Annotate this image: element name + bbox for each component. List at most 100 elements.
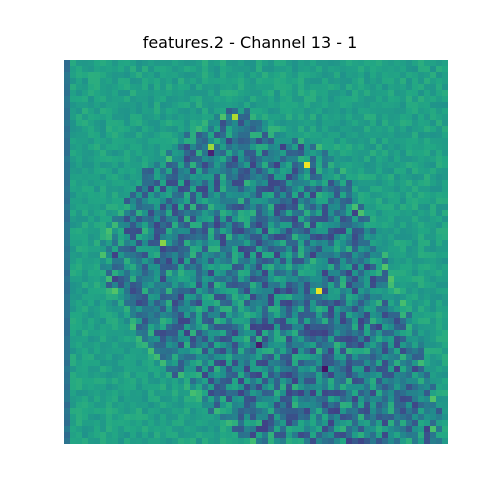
- heatmap-cell: [142, 426, 149, 433]
- heatmap-cell: [196, 294, 203, 301]
- heatmap-cell: [226, 366, 233, 373]
- heatmap-cell: [238, 420, 245, 427]
- heatmap-cell: [190, 318, 197, 325]
- heatmap-cell: [352, 324, 359, 331]
- heatmap-cell: [406, 258, 413, 265]
- heatmap-cell: [382, 216, 389, 223]
- heatmap-cell: [340, 354, 347, 361]
- heatmap-cell: [346, 300, 353, 307]
- heatmap-cell: [154, 348, 161, 355]
- heatmap-cell: [352, 126, 359, 133]
- heatmap-cell: [196, 72, 203, 79]
- heatmap-cell: [232, 426, 239, 433]
- heatmap-cell: [346, 264, 353, 271]
- heatmap-cell: [178, 186, 185, 193]
- heatmap-cell: [148, 426, 155, 433]
- heatmap-cell: [382, 354, 389, 361]
- heatmap-cell: [172, 258, 179, 265]
- heatmap-cell: [130, 378, 137, 385]
- heatmap-cell: [106, 300, 113, 307]
- heatmap-cell: [328, 276, 335, 283]
- heatmap-cell: [352, 282, 359, 289]
- heatmap-cell: [382, 222, 389, 229]
- heatmap-cell: [172, 414, 179, 421]
- heatmap-cell: [322, 306, 329, 313]
- heatmap-cell: [298, 438, 305, 444]
- heatmap-cell: [442, 246, 448, 253]
- heatmap-cell: [256, 192, 263, 199]
- heatmap-cell: [136, 144, 143, 151]
- heatmap-cell: [76, 90, 83, 97]
- heatmap-cell: [190, 354, 197, 361]
- heatmap-cell: [298, 414, 305, 421]
- heatmap-cell: [358, 318, 365, 325]
- heatmap-cell: [256, 168, 263, 175]
- heatmap-cell: [430, 348, 437, 355]
- heatmap-cell: [298, 234, 305, 241]
- heatmap-cell: [232, 84, 239, 91]
- heatmap-cell: [334, 126, 341, 133]
- heatmap-cell: [322, 222, 329, 229]
- heatmap-cell: [262, 420, 269, 427]
- heatmap-cell: [154, 390, 161, 397]
- heatmap-cell: [370, 312, 377, 319]
- heatmap-cell: [82, 90, 89, 97]
- heatmap-cell: [304, 294, 311, 301]
- heatmap-cell: [118, 246, 125, 253]
- heatmap-cell: [124, 312, 131, 319]
- heatmap-cell: [328, 90, 335, 97]
- heatmap-cell: [112, 264, 119, 271]
- heatmap-cell: [322, 282, 329, 289]
- heatmap-cell: [106, 198, 113, 205]
- heatmap-cell: [136, 66, 143, 73]
- heatmap-cell: [196, 378, 203, 385]
- heatmap-cell: [202, 402, 209, 409]
- heatmap-cell: [316, 336, 323, 343]
- heatmap-cell: [130, 96, 137, 103]
- heatmap-cell: [268, 78, 275, 85]
- heatmap-cell: [244, 312, 251, 319]
- heatmap-cell: [184, 108, 191, 115]
- heatmap-cell: [412, 228, 419, 235]
- heatmap-cell: [136, 270, 143, 277]
- heatmap-cell: [442, 420, 448, 427]
- heatmap-cell: [382, 306, 389, 313]
- heatmap-cell: [160, 282, 167, 289]
- heatmap-cell: [202, 72, 209, 79]
- heatmap-cell: [262, 288, 269, 295]
- heatmap-cell: [370, 276, 377, 283]
- heatmap-cell: [178, 318, 185, 325]
- heatmap-cell: [172, 108, 179, 115]
- heatmap-cell: [280, 132, 287, 139]
- heatmap-cell: [328, 366, 335, 373]
- heatmap-cell: [298, 78, 305, 85]
- heatmap-cell: [118, 174, 125, 181]
- heatmap-cell: [316, 162, 323, 169]
- heatmap-cell: [118, 234, 125, 241]
- heatmap-cell: [376, 318, 383, 325]
- heatmap-cell: [280, 330, 287, 337]
- heatmap-cell: [400, 246, 407, 253]
- heatmap-cell: [430, 378, 437, 385]
- heatmap-cell: [328, 312, 335, 319]
- heatmap-cell: [322, 216, 329, 223]
- heatmap-cell: [88, 432, 95, 439]
- heatmap-cell: [370, 288, 377, 295]
- heatmap-cell: [154, 168, 161, 175]
- heatmap-cell: [232, 408, 239, 415]
- heatmap-cell: [100, 174, 107, 181]
- heatmap-cell: [430, 402, 437, 409]
- heatmap-cell: [424, 150, 431, 157]
- heatmap-cell: [400, 204, 407, 211]
- heatmap-cell: [370, 354, 377, 361]
- heatmap-cell: [328, 66, 335, 73]
- heatmap-cell: [76, 264, 83, 271]
- heatmap-cell: [430, 342, 437, 349]
- heatmap-cell: [208, 264, 215, 271]
- heatmap-cell: [64, 66, 71, 73]
- heatmap-cell: [388, 336, 395, 343]
- heatmap-cell: [178, 66, 185, 73]
- heatmap-cell: [400, 264, 407, 271]
- heatmap-cell: [166, 222, 173, 229]
- heatmap-cell: [310, 156, 317, 163]
